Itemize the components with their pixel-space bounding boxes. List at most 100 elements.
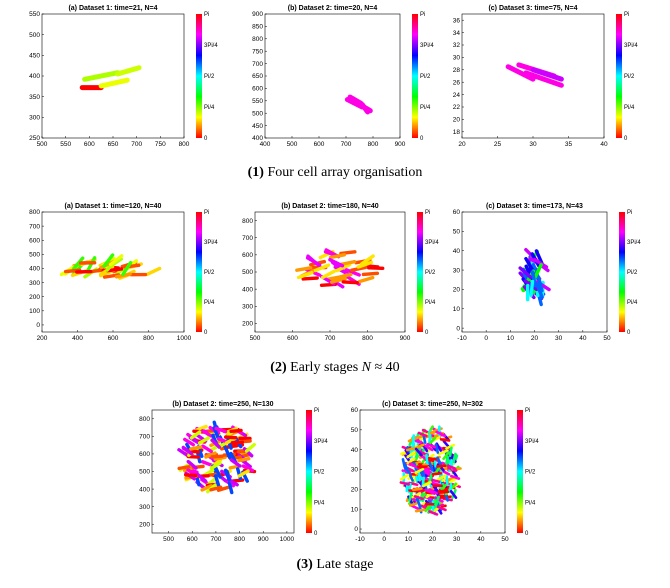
y-tick-label: 26 bbox=[453, 79, 461, 86]
x-tick-label: 50 bbox=[501, 536, 509, 543]
x-tick-label: 500 bbox=[250, 335, 261, 342]
y-tick-label: 200 bbox=[29, 294, 40, 301]
cell-rod bbox=[441, 439, 449, 440]
cell-rod bbox=[436, 445, 438, 453]
y-tick-label: 40 bbox=[453, 248, 461, 255]
y-tick-label: 700 bbox=[252, 61, 263, 68]
x-tick-label: 25 bbox=[494, 141, 502, 148]
colorbar bbox=[616, 14, 622, 138]
colorbar-label: 0 bbox=[425, 330, 429, 336]
y-tick-label: 850 bbox=[252, 24, 263, 31]
x-tick-label: 20 bbox=[458, 141, 466, 148]
cell-rod bbox=[416, 510, 424, 511]
colorbar-label: 3Pi/4 bbox=[420, 43, 434, 49]
y-tick-label: 200 bbox=[139, 521, 150, 528]
y-tick-label: 18 bbox=[453, 129, 461, 136]
x-tick-label: 10 bbox=[507, 335, 515, 342]
x-tick-label: 35 bbox=[565, 141, 573, 148]
y-tick-label: 32 bbox=[453, 42, 461, 49]
colorbar-label: Pi/2 bbox=[420, 74, 431, 80]
colorbar-label: Pi/4 bbox=[425, 300, 436, 306]
y-tick-label: 800 bbox=[29, 209, 40, 216]
y-tick-label: 0 bbox=[456, 325, 460, 332]
cell-rod bbox=[239, 459, 249, 461]
x-tick-label: 900 bbox=[258, 536, 269, 543]
colorbar-label: 0 bbox=[627, 330, 631, 336]
colorbar bbox=[412, 14, 418, 138]
x-tick-label: 200 bbox=[37, 335, 48, 342]
x-tick-label: 20 bbox=[429, 536, 437, 543]
colorbar-label: Pi/2 bbox=[314, 470, 325, 476]
colorbar-label: Pi bbox=[204, 12, 209, 18]
y-tick-label: 36 bbox=[453, 17, 461, 24]
colorbar-label: Pi bbox=[624, 12, 629, 18]
y-tick-label: 60 bbox=[453, 209, 461, 216]
y-tick-label: 100 bbox=[29, 308, 40, 315]
y-tick-label: 650 bbox=[252, 73, 263, 80]
y-tick-label: 50 bbox=[351, 427, 359, 434]
x-tick-label: 500 bbox=[163, 536, 174, 543]
colorbar-label: Pi/4 bbox=[314, 500, 325, 506]
y-tick-label: 600 bbox=[242, 252, 253, 259]
x-tick-label: 700 bbox=[341, 141, 352, 148]
chart-title: (a) Dataset 1: time=21, N=4 bbox=[68, 5, 157, 12]
y-tick-label: 10 bbox=[453, 306, 461, 313]
chart-title: (b) Dataset 2: time=180, N=40 bbox=[281, 203, 378, 210]
cell-rod bbox=[401, 483, 409, 485]
cell-rod bbox=[359, 278, 372, 282]
y-tick-label: 700 bbox=[139, 434, 150, 441]
cell-rod bbox=[454, 454, 456, 462]
y-tick-label: 500 bbox=[252, 110, 263, 117]
y-tick-label: 750 bbox=[252, 48, 263, 55]
y-tick-label: 0 bbox=[36, 322, 40, 329]
y-tick-label: 400 bbox=[139, 486, 150, 493]
cell-rod bbox=[147, 268, 160, 274]
y-tick-label: 20 bbox=[351, 487, 359, 494]
x-tick-label: 50 bbox=[603, 335, 611, 342]
x-tick-label: 800 bbox=[179, 141, 190, 148]
x-tick-label: 900 bbox=[400, 335, 411, 342]
y-tick-label: 300 bbox=[139, 504, 150, 511]
y-tick-label: 30 bbox=[453, 267, 461, 274]
colorbar bbox=[417, 212, 423, 332]
cell-rod bbox=[447, 476, 448, 484]
chart-title: (c) Dataset 3: time=250, N=302 bbox=[382, 401, 483, 408]
colorbar-label: Pi/2 bbox=[525, 470, 536, 476]
y-tick-label: 800 bbox=[242, 218, 253, 225]
colorbar-label: 3Pi/4 bbox=[425, 240, 439, 246]
colorbar-label: 0 bbox=[204, 330, 208, 336]
x-tick-label: 30 bbox=[555, 335, 563, 342]
colorbar-label: 0 bbox=[624, 136, 628, 142]
caption-2: (2) Early stages N ≈ 40 bbox=[270, 360, 399, 375]
cell-rod bbox=[233, 480, 243, 481]
cell-rod bbox=[429, 458, 437, 459]
cell-rod bbox=[362, 105, 367, 112]
axes-frame bbox=[265, 14, 400, 138]
y-tick-label: 800 bbox=[139, 416, 150, 423]
x-tick-label: 800 bbox=[143, 335, 154, 342]
x-tick-label: 600 bbox=[84, 141, 95, 148]
y-tick-label: 24 bbox=[453, 92, 461, 99]
x-tick-label: 30 bbox=[453, 536, 461, 543]
cell-rod bbox=[297, 268, 311, 270]
x-tick-label: 1000 bbox=[280, 536, 295, 543]
x-tick-label: 0 bbox=[382, 536, 386, 543]
colorbar-label: Pi/2 bbox=[627, 270, 638, 276]
x-tick-label: 10 bbox=[405, 536, 413, 543]
x-tick-label: 40 bbox=[477, 536, 485, 543]
x-tick-label: 400 bbox=[72, 335, 83, 342]
cell-rod bbox=[186, 475, 196, 476]
y-tick-label: 300 bbox=[242, 303, 253, 310]
colorbar-label: 0 bbox=[204, 136, 208, 142]
colorbar-label: Pi bbox=[627, 210, 632, 216]
cell-rod bbox=[437, 466, 445, 467]
x-tick-label: 800 bbox=[368, 141, 379, 148]
y-tick-label: 500 bbox=[29, 252, 40, 259]
y-tick-label: 30 bbox=[351, 467, 359, 474]
cell-rod bbox=[433, 473, 441, 474]
colorbar bbox=[196, 14, 202, 138]
